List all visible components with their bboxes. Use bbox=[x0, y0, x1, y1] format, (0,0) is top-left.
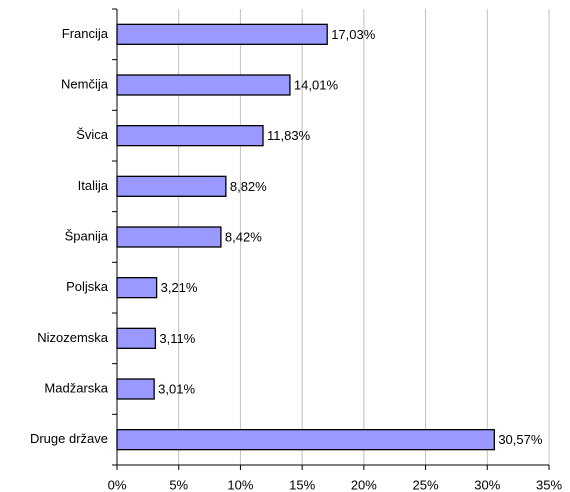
value-label: 30,57% bbox=[498, 432, 543, 447]
bar bbox=[116, 327, 157, 349]
value-label: 3,01% bbox=[158, 381, 195, 396]
x-tick-label: 10% bbox=[227, 477, 253, 492]
value-label: 3,11% bbox=[159, 331, 195, 346]
value-label: 8,82% bbox=[230, 179, 267, 194]
value-label: 8,42% bbox=[225, 229, 262, 244]
value-label: 17,03% bbox=[331, 27, 376, 42]
x-tick-label: 5% bbox=[169, 477, 188, 492]
bar bbox=[116, 429, 495, 451]
y-tick-label: Italija bbox=[78, 178, 109, 193]
y-tick-label: Švica bbox=[76, 127, 109, 142]
y-tick-label: Nizozemska bbox=[37, 330, 109, 345]
y-tick-label: Španija bbox=[65, 228, 109, 243]
bar bbox=[116, 23, 328, 45]
y-tick-label: Poljska bbox=[66, 279, 109, 294]
x-tick-label: 0% bbox=[108, 477, 127, 492]
y-tick-label: Nemčija bbox=[61, 76, 109, 91]
bar bbox=[116, 125, 264, 147]
y-tick-label: Madžarska bbox=[44, 380, 108, 395]
x-tick-label: 25% bbox=[413, 477, 439, 492]
bar bbox=[116, 378, 155, 400]
y-tick-label: Francija bbox=[62, 26, 109, 41]
bar bbox=[116, 175, 227, 197]
value-label: 11,83% bbox=[267, 128, 311, 143]
x-tick-label: 30% bbox=[474, 477, 500, 492]
value-label: 3,21% bbox=[161, 280, 198, 295]
y-tick-label: Druge države bbox=[30, 431, 108, 446]
bar bbox=[116, 226, 222, 248]
x-tick-label: 15% bbox=[289, 477, 315, 492]
bar bbox=[116, 277, 158, 299]
x-tick-label: 35% bbox=[536, 477, 562, 492]
bar bbox=[116, 74, 291, 96]
value-label: 14,01% bbox=[294, 77, 339, 92]
x-tick-label: 20% bbox=[351, 477, 377, 492]
